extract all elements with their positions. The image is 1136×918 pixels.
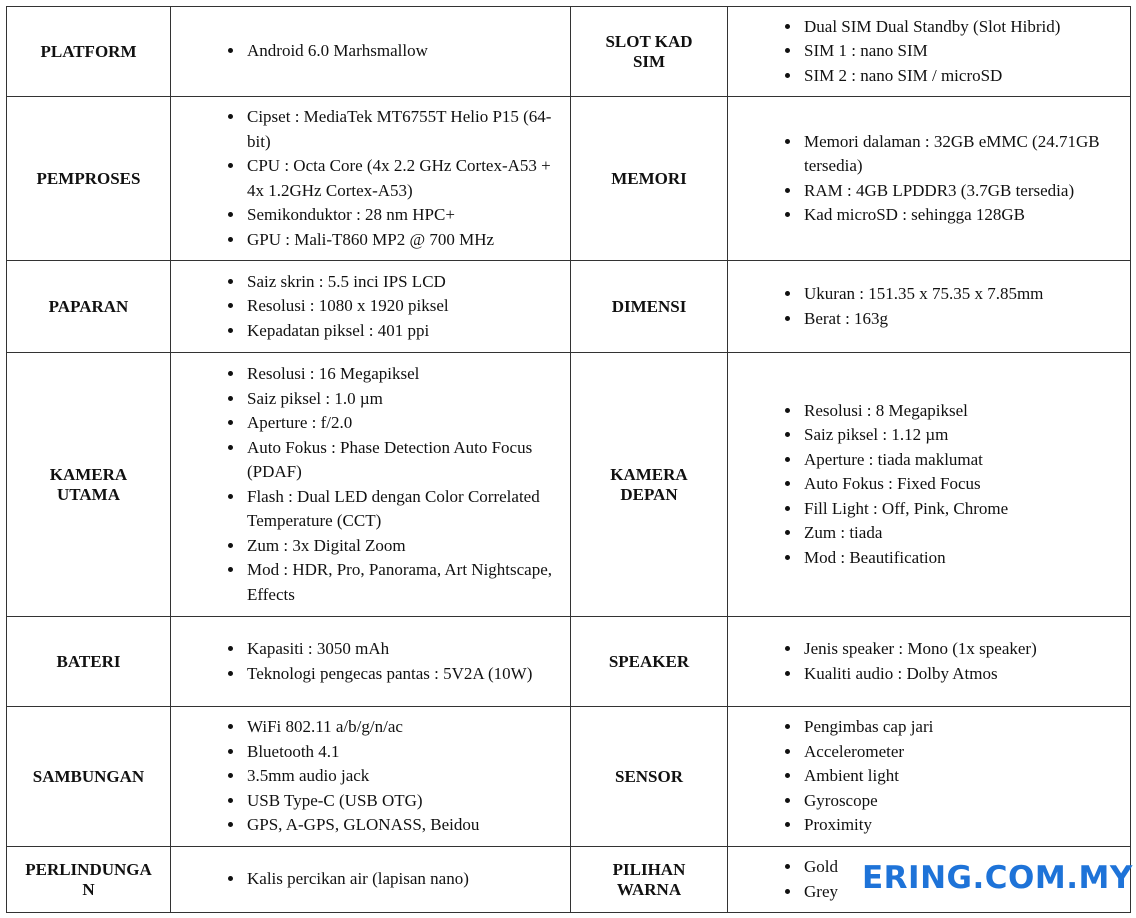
bullet-item: Kepadatan piksel : 401 ppi [245,319,556,344]
spec-values: Android 6.0 Marhsmallow [170,6,571,97]
bullet-item: Proximity [802,813,1116,838]
spec-row: PERLINDUNGAN Kalis percikan air (lapisan … [6,846,1131,913]
bullet-item: Accelerometer [802,740,1116,765]
bullet-item: Aperture : tiada maklumat [802,448,1116,473]
bullet-item: Gyroscope [802,789,1116,814]
spec-label: KAMERA UTAMA [6,352,171,617]
spec-label: DIMENSI [570,260,728,353]
bullet-item: Teknologi pengecas pantas : 5V2A (10W) [245,662,556,687]
bullet-item: Cipset : MediaTek MT6755T Helio P15 (64-… [245,105,556,154]
spec-values: Memori dalaman : 32GB eMMC (24.71GB ters… [727,96,1131,261]
spec-label: PAPARAN [6,260,171,353]
spec-label: PERLINDUNGAN [6,846,171,913]
bullet-item: Flash : Dual LED dengan Color Correlated… [245,485,556,534]
spec-label: BATERI [6,616,171,707]
bullet-item: Resolusi : 8 Megapiksel [802,399,1116,424]
bullet-list: Dual SIM Dual Standby (Slot Hibrid)SIM 1… [728,15,1130,89]
spec-values: GoldGrey [727,846,1131,913]
bullet-item: Resolusi : 16 Megapiksel [245,362,556,387]
bullet-list: Kalis percikan air (lapisan nano) [171,867,570,892]
spec-label: SPEAKER [570,616,728,707]
spec-row: PLATFORM Android 6.0 Marhsmallow SLOT KAD … [6,6,1131,97]
bullet-item: RAM : 4GB LPDDR3 (3.7GB tersedia) [802,179,1116,204]
spec-values: Jenis speaker : Mono (1x speaker)Kualiti… [727,616,1131,707]
spec-values: Kapasiti : 3050 mAhTeknologi pengecas pa… [170,616,571,707]
bullet-item: Android 6.0 Marhsmallow [245,39,556,64]
bullet-item: Auto Fokus : Fixed Focus [802,472,1116,497]
bullet-item: Jenis speaker : Mono (1x speaker) [802,637,1116,662]
bullet-item: Kalis percikan air (lapisan nano) [245,867,556,892]
bullet-item: SIM 2 : nano SIM / microSD [802,64,1116,89]
bullet-item: Auto Fokus : Phase Detection Auto Focus … [245,436,556,485]
bullet-item: WiFi 802.11 a/b/g/n/ac [245,715,556,740]
spec-label: PILIHAN WARNA [570,846,728,913]
bullet-item: Bluetooth 4.1 [245,740,556,765]
spec-values: Kalis percikan air (lapisan nano) [170,846,571,913]
bullet-list: WiFi 802.11 a/b/g/n/acBluetooth 4.13.5mm… [171,715,570,838]
bullet-list: Cipset : MediaTek MT6755T Helio P15 (64-… [171,105,570,252]
bullet-item: Ukuran : 151.35 x 75.35 x 7.85mm [802,282,1116,307]
spec-label: PLATFORM [6,6,171,97]
spec-table: PLATFORM Android 6.0 Marhsmallow SLOT KAD … [6,6,1131,913]
bullet-item: Gold [802,855,1116,880]
bullet-item: Memori dalaman : 32GB eMMC (24.71GB ters… [802,130,1116,179]
bullet-list: Pengimbas cap jariAccelerometerAmbient l… [728,715,1130,838]
bullet-item: GPS, A-GPS, GLONASS, Beidou [245,813,556,838]
spec-label: SENSOR [570,706,728,847]
spec-values: Resolusi : 8 MegapikselSaiz piksel : 1.1… [727,352,1131,617]
spec-values: Cipset : MediaTek MT6755T Helio P15 (64-… [170,96,571,261]
bullet-list: Ukuran : 151.35 x 75.35 x 7.85mmBerat : … [728,282,1130,331]
bullet-item: SIM 1 : nano SIM [802,39,1116,64]
bullet-item: Aperture : f/2.0 [245,411,556,436]
bullet-item: Mod : HDR, Pro, Panorama, Art Nightscape… [245,558,556,607]
spec-values: Ukuran : 151.35 x 75.35 x 7.85mmBerat : … [727,260,1131,353]
bullet-item: Mod : Beautification [802,546,1116,571]
spec-label: KAMERA DEPAN [570,352,728,617]
bullet-item: 3.5mm audio jack [245,764,556,789]
bullet-item: Saiz skrin : 5.5 inci IPS LCD [245,270,556,295]
bullet-item: CPU : Octa Core (4x 2.2 GHz Cortex-A53 +… [245,154,556,203]
watermark: ERING.COM.MY [862,860,1133,896]
bullet-item: Kad microSD : sehingga 128GB [802,203,1116,228]
spec-row: PEMPROSES Cipset : MediaTek MT6755T Helio… [6,96,1131,261]
bullet-item: Saiz piksel : 1.12 µm [802,423,1116,448]
spec-values: Resolusi : 16 MegapikselSaiz piksel : 1.… [170,352,571,617]
bullet-item: GPU : Mali-T860 MP2 @ 700 MHz [245,228,556,253]
spec-label: PEMPROSES [6,96,171,261]
bullet-item: Zum : 3x Digital Zoom [245,534,556,559]
spec-row: KAMERA UTAMAResolusi : 16 MegapikselSaiz… [6,352,1131,617]
spec-row: SAMBUNGANWiFi 802.11 a/b/g/n/acBluetooth… [6,706,1131,847]
bullet-item: Zum : tiada [802,521,1116,546]
spec-row: PAPARANSaiz skrin : 5.5 inci IPS LCDReso… [6,260,1131,353]
spec-label: SAMBUNGAN [6,706,171,847]
spec-label: SLOT KAD SIM [570,6,728,97]
bullet-item: Kapasiti : 3050 mAh [245,637,556,662]
spec-values: Pengimbas cap jariAccelerometerAmbient l… [727,706,1131,847]
spec-label: MEMORI [570,96,728,261]
bullet-list: Android 6.0 Marhsmallow [171,39,570,64]
bullet-item: Kualiti audio : Dolby Atmos [802,662,1116,687]
bullet-item: Fill Light : Off, Pink, Chrome [802,497,1116,522]
bullet-item: Dual SIM Dual Standby (Slot Hibrid) [802,15,1116,40]
bullet-item: Saiz piksel : 1.0 µm [245,387,556,412]
spec-row: BATERIKapasiti : 3050 mAhTeknologi penge… [6,616,1131,707]
bullet-list: Jenis speaker : Mono (1x speaker)Kualiti… [728,637,1130,686]
bullet-item: Pengimbas cap jari [802,715,1116,740]
bullet-list: GoldGrey [728,855,1130,904]
bullet-item: Resolusi : 1080 x 1920 piksel [245,294,556,319]
spec-values: WiFi 802.11 a/b/g/n/acBluetooth 4.13.5mm… [170,706,571,847]
bullet-item: Semikonduktor : 28 nm HPC+ [245,203,556,228]
spec-values: Dual SIM Dual Standby (Slot Hibrid)SIM 1… [727,6,1131,97]
bullet-item: USB Type-C (USB OTG) [245,789,556,814]
bullet-item: Ambient light [802,764,1116,789]
bullet-list: Resolusi : 16 MegapikselSaiz piksel : 1.… [171,362,570,607]
bullet-list: Saiz skrin : 5.5 inci IPS LCDResolusi : … [171,270,570,344]
bullet-list: Kapasiti : 3050 mAhTeknologi pengecas pa… [171,637,570,686]
bullet-item: Berat : 163g [802,307,1116,332]
bullet-list: Resolusi : 8 MegapikselSaiz piksel : 1.1… [728,399,1130,571]
spec-values: Saiz skrin : 5.5 inci IPS LCDResolusi : … [170,260,571,353]
bullet-item: Grey [802,880,1116,905]
bullet-list: Memori dalaman : 32GB eMMC (24.71GB ters… [728,130,1130,228]
